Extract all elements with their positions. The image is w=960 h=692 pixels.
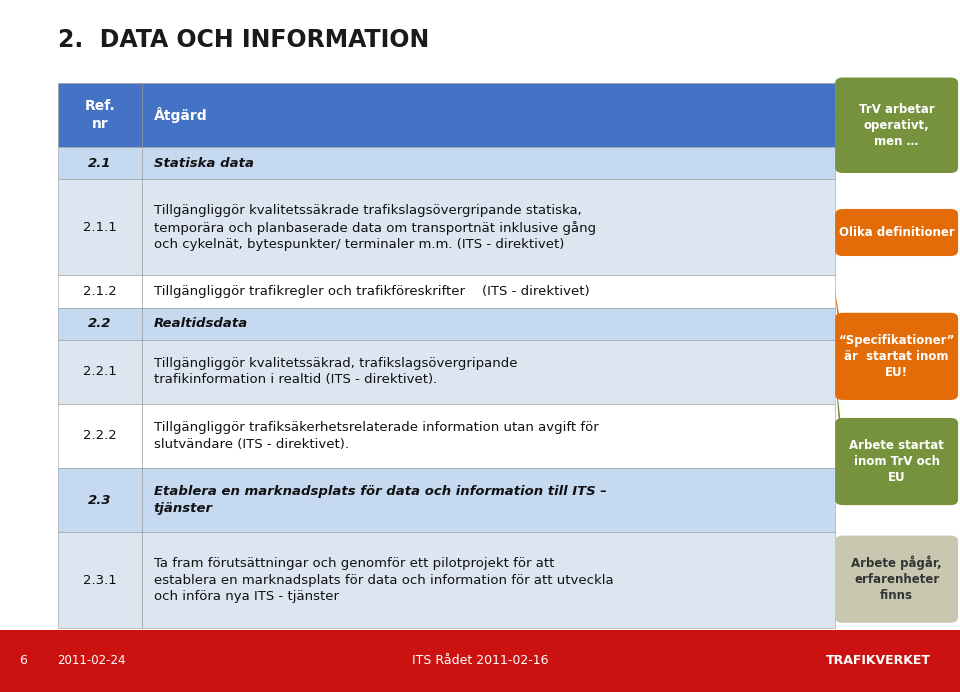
Text: “Specifikationer”
är  startat inom
EU!: “Specifikationer” är startat inom EU! bbox=[838, 334, 955, 379]
Polygon shape bbox=[835, 224, 843, 242]
Polygon shape bbox=[835, 291, 843, 375]
FancyBboxPatch shape bbox=[58, 179, 835, 275]
FancyBboxPatch shape bbox=[58, 275, 835, 307]
Polygon shape bbox=[835, 372, 843, 480]
FancyBboxPatch shape bbox=[58, 147, 835, 179]
Text: 2.2.1: 2.2.1 bbox=[83, 365, 117, 379]
Text: 2.3.1: 2.3.1 bbox=[83, 574, 117, 587]
Text: TrV arbetar
operativt,
men …: TrV arbetar operativt, men … bbox=[859, 102, 934, 148]
Text: 6: 6 bbox=[19, 655, 27, 667]
Text: Tillgängliggör kvalitetssäkrad, trafikslagsövergripande
trafikinformation i real: Tillgängliggör kvalitetssäkrad, trafiksl… bbox=[154, 357, 517, 386]
FancyBboxPatch shape bbox=[835, 313, 958, 400]
FancyBboxPatch shape bbox=[58, 532, 835, 628]
Polygon shape bbox=[835, 104, 843, 147]
Text: Etablera en marknadsplats för data och information till ITS –
tjänster: Etablera en marknadsplats för data och i… bbox=[154, 485, 607, 515]
Text: Ta fram förutsättningar och genomför ett pilotprojekt för att
establera en markn: Ta fram förutsättningar och genomför ett… bbox=[154, 557, 613, 603]
Text: Realtidsdata: Realtidsdata bbox=[154, 317, 248, 330]
FancyBboxPatch shape bbox=[835, 78, 958, 173]
FancyBboxPatch shape bbox=[58, 404, 835, 468]
FancyBboxPatch shape bbox=[58, 340, 835, 404]
Text: Statiska data: Statiska data bbox=[154, 156, 253, 170]
Text: 2.3: 2.3 bbox=[88, 493, 111, 507]
Text: Arbete startat
inom TrV och
EU: Arbete startat inom TrV och EU bbox=[850, 439, 944, 484]
FancyBboxPatch shape bbox=[835, 209, 958, 256]
Text: 2.2.2: 2.2.2 bbox=[83, 429, 117, 442]
Text: Arbete pågår,
erfarenheter
finns: Arbete pågår, erfarenheter finns bbox=[852, 556, 942, 603]
Text: Tillgängliggör trafikregler och trafikföreskrifter    (ITS - direktivet): Tillgängliggör trafikregler och trafikfö… bbox=[154, 285, 589, 298]
FancyBboxPatch shape bbox=[58, 307, 835, 340]
Text: ITS Rådet 2011-02-16: ITS Rådet 2011-02-16 bbox=[412, 655, 548, 667]
FancyBboxPatch shape bbox=[835, 536, 958, 623]
Polygon shape bbox=[835, 561, 843, 598]
Text: 2.2: 2.2 bbox=[88, 317, 111, 330]
FancyBboxPatch shape bbox=[58, 83, 835, 147]
Text: 2.1.1: 2.1.1 bbox=[83, 221, 117, 234]
FancyBboxPatch shape bbox=[58, 468, 835, 532]
Text: Olika definitioner: Olika definitioner bbox=[839, 226, 954, 239]
Text: 2.1: 2.1 bbox=[88, 156, 111, 170]
Text: 2011-02-24: 2011-02-24 bbox=[58, 655, 126, 667]
Text: TRAFIKVERKET: TRAFIKVERKET bbox=[827, 655, 931, 667]
Text: Tillgängliggör kvalitetssäkrade trafikslagsövergripande statiska,
temporära och : Tillgängliggör kvalitetssäkrade trafiksl… bbox=[154, 203, 596, 251]
Text: Åtgärd: Åtgärd bbox=[154, 107, 207, 123]
Text: Tillgängliggör trafiksäkerhetsrelaterade information utan avgift för
slutvändare: Tillgängliggör trafiksäkerhetsrelaterade… bbox=[154, 421, 598, 450]
FancyBboxPatch shape bbox=[0, 630, 960, 692]
Text: 2.1.2: 2.1.2 bbox=[83, 285, 117, 298]
FancyBboxPatch shape bbox=[835, 418, 958, 505]
Text: Ref.
nr: Ref. nr bbox=[84, 100, 115, 131]
Text: 2.  DATA OCH INFORMATION: 2. DATA OCH INFORMATION bbox=[58, 28, 429, 52]
